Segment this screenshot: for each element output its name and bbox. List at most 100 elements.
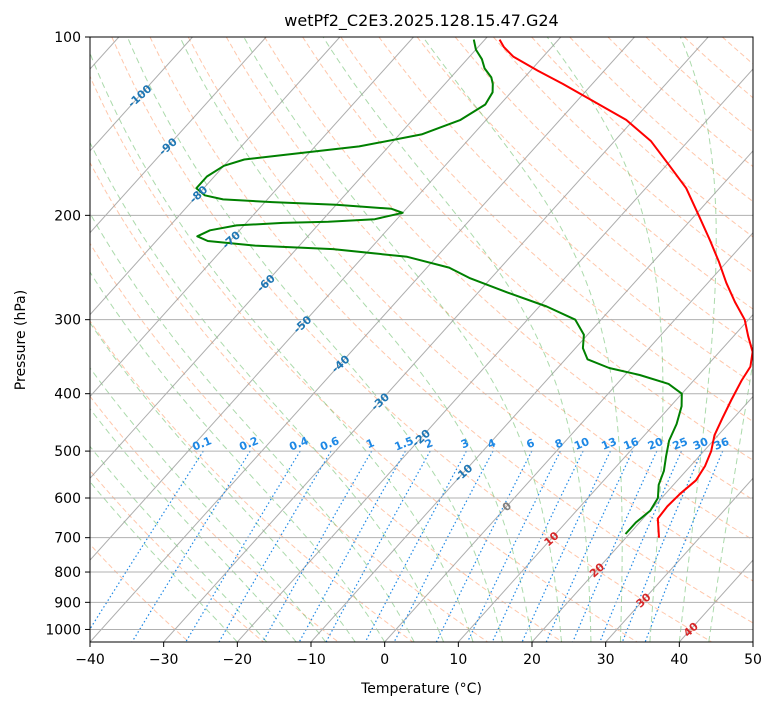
isotherm-line xyxy=(531,395,753,642)
moist-adiabat-line xyxy=(179,37,533,642)
dry-adiabat-line xyxy=(645,37,753,133)
y-tick-label: 200 xyxy=(54,208,81,224)
temperature-profile-line xyxy=(498,39,753,538)
dry-adiabat-line xyxy=(569,37,753,203)
dry-adiabat-line xyxy=(225,37,753,541)
mixing-ratio-label: 8 xyxy=(553,436,565,451)
x-tick-label: 40 xyxy=(670,652,688,668)
x-axis: −40 −30 −20 −10 0 10 20 30 40 50 xyxy=(75,642,762,668)
isotherm-line xyxy=(678,559,753,642)
y-tick-label: 1000 xyxy=(45,622,81,638)
dry-adiabat-line xyxy=(683,37,753,99)
x-tick-label: 50 xyxy=(744,652,762,668)
mixing-ratio-line xyxy=(325,450,431,642)
isotherm-line xyxy=(605,477,753,642)
dry-adiabat-line xyxy=(454,37,753,310)
pressure-gridlines xyxy=(90,37,753,630)
dry-adiabat-line xyxy=(90,395,339,642)
x-tick-label: −30 xyxy=(149,652,179,668)
chart-title: wetPf2_C2E3.2025.128.15.47.G24 xyxy=(284,11,558,31)
isotherm-line xyxy=(90,37,562,561)
mixing-ratio-line xyxy=(298,450,406,642)
x-tick-label: −20 xyxy=(223,652,253,668)
plot-frame xyxy=(89,36,754,643)
moist-adiabat-line xyxy=(90,407,297,642)
mixing-ratio-label: 13 xyxy=(600,435,619,453)
mixing-ratio-line xyxy=(131,450,251,642)
y-tick-label: 600 xyxy=(54,491,81,507)
mixing-ratio-label: 1 xyxy=(364,436,376,451)
isotherm-line xyxy=(90,37,341,316)
moist-adiabat-line xyxy=(422,37,623,642)
moist-adiabat-line xyxy=(243,37,562,642)
sounding-profiles xyxy=(195,39,753,538)
y-tick-label: 300 xyxy=(54,313,81,329)
dry-adiabat-line xyxy=(149,37,753,624)
dry-adiabat-line xyxy=(90,75,638,642)
isotherm-line xyxy=(236,68,753,642)
y-axis-title: Pressure (hPa) xyxy=(13,290,29,390)
mixing-ratio-line xyxy=(262,450,373,642)
dewpoint-profile-line xyxy=(195,39,683,535)
dry-adiabat-line xyxy=(302,37,753,461)
moist-adiabat-line xyxy=(90,141,445,642)
y-axis: 100 200 300 400 500 600 700 800 900 1000 xyxy=(45,30,90,638)
mixing-ratio-line xyxy=(393,450,494,642)
dry-adiabat-line xyxy=(90,543,190,642)
moist-adiabat-line xyxy=(90,481,238,642)
y-tick-label: 800 xyxy=(54,565,81,581)
x-tick-label: −10 xyxy=(296,652,326,668)
moist-adiabat-line xyxy=(546,37,664,642)
dry-adiabat-line xyxy=(340,37,753,423)
mixing-ratio-line xyxy=(599,450,682,642)
mixing-ratio-line xyxy=(572,450,658,642)
x-tick-label: 0 xyxy=(380,652,389,668)
x-tick-label: −40 xyxy=(75,652,105,668)
dry-adiabat-line xyxy=(761,37,775,642)
background-lines xyxy=(90,37,775,642)
isotherm-line xyxy=(384,231,753,642)
isotherm-line xyxy=(752,641,753,642)
moist-adiabat-line xyxy=(90,445,268,642)
y-tick-label: 700 xyxy=(54,531,81,547)
mixing-ratio-line xyxy=(521,450,611,642)
isotherm-line xyxy=(310,150,753,642)
mixing-ratio-line xyxy=(364,450,467,642)
dry-adiabat-line xyxy=(90,242,488,642)
mixing-ratio-label: 20 xyxy=(646,435,665,453)
mixing-ratio-label: 30 xyxy=(691,435,710,453)
mixing-ratio-label: 16 xyxy=(622,435,641,453)
x-tick-label: 20 xyxy=(523,652,541,668)
moist-adiabat-line xyxy=(90,367,327,642)
mixing-ratio-line xyxy=(491,450,584,642)
mixing-ratio-label: 6 xyxy=(525,436,537,451)
moist-adiabat-line xyxy=(90,51,474,642)
isotherm-line xyxy=(163,37,709,642)
moist-adiabat-line xyxy=(90,322,356,642)
isotherm-line xyxy=(457,313,753,642)
mixing-ratio-label: 2 xyxy=(423,436,435,451)
moist-adiabat-line xyxy=(678,37,717,642)
x-tick-label: 10 xyxy=(449,652,467,668)
isotherm-line xyxy=(90,37,635,642)
y-tick-label: 400 xyxy=(54,387,81,403)
x-tick-label: 30 xyxy=(597,652,615,668)
moist-adiabat-line xyxy=(90,271,386,642)
dry-adiabat-line xyxy=(416,37,753,347)
mixing-ratio-label: 4 xyxy=(486,436,498,451)
mixing-ratio-line xyxy=(545,450,634,642)
mixing-ratio-label: 25 xyxy=(671,435,690,453)
mixing-ratio-line xyxy=(466,450,561,642)
dry-adiabat-line xyxy=(378,37,753,385)
mixing-ratio-label: 10 xyxy=(572,435,591,453)
mixing-ratio-line xyxy=(621,450,703,642)
x-axis-title: Temperature (°C) xyxy=(360,681,482,697)
dry-adiabat-line xyxy=(90,320,414,642)
mixing-ratio-line xyxy=(185,450,301,642)
mixing-ratio-line xyxy=(644,450,724,642)
dry-adiabat-line xyxy=(264,37,753,501)
dry-adiabat-line xyxy=(531,37,753,238)
y-tick-label: 900 xyxy=(54,595,81,611)
